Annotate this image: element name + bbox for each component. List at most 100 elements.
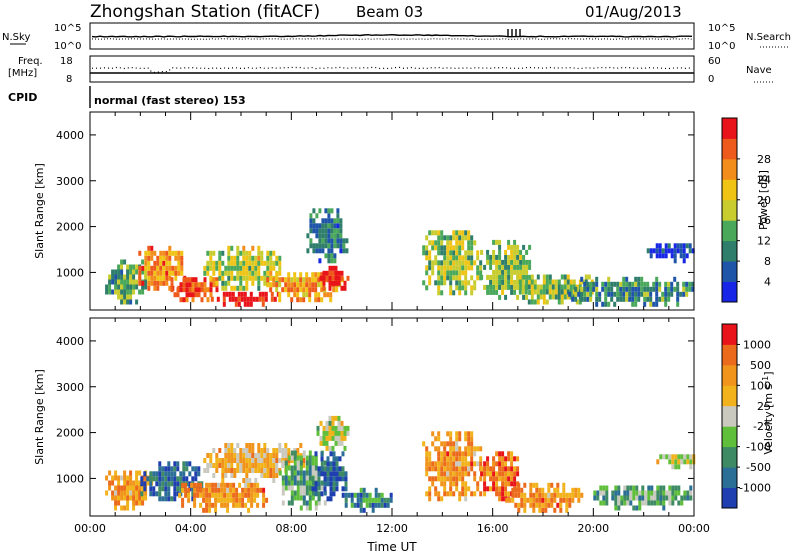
heatmap-cell [634,291,638,297]
heatmap-cell [308,450,312,456]
heatmap-cell [232,482,236,488]
heatmap-cell [114,470,118,476]
heatmap-cell [686,495,690,501]
heatmap-cell [566,284,570,290]
heatmap-cell [673,276,677,282]
heatmap-cell [631,296,635,302]
heatmap-cell [321,243,325,249]
heatmap-cell [524,284,528,290]
heatmap-cell [492,279,496,285]
cpid-label: CPID [8,91,37,104]
heatmap-cell [434,240,438,246]
heatmap-cell [510,254,514,260]
heatmap-cell [498,274,502,280]
heatmap-cell [634,286,638,292]
heatmap-cell [458,461,462,467]
heatmap-cell [440,250,444,256]
heatmap-cell [179,481,183,487]
heatmap-cell [489,254,493,260]
heatmap-cell [263,280,267,286]
heatmap-cell [144,260,148,266]
heatmap-cell [336,243,340,249]
heatmap-cell [644,490,648,496]
heatmap-cell [138,495,142,501]
heatmap-cell [205,502,209,508]
heatmap-cell [333,233,337,239]
heatmap-cell [209,292,213,298]
heatmap-cell [668,459,672,465]
colorbar-swatch [722,138,737,160]
heatmap-cell [431,230,435,236]
heatmap-cell [455,265,459,271]
heatmap-cell [325,270,329,276]
heatmap-cell [510,274,514,280]
heatmap-cell [150,270,154,276]
heatmap-cell [308,480,312,486]
heatmap-cell [336,208,340,214]
heatmap-cell [275,272,279,278]
heatmap-cell [339,248,343,254]
heatmap-cell [689,454,693,460]
heatmap-cell [328,435,332,441]
heatmap-cell [185,292,189,298]
heatmap-cell [492,239,496,245]
heatmap-cell [425,446,429,452]
heatmap-cell [248,260,252,266]
heatmap-cell [231,291,235,297]
heatmap-cell [247,487,251,493]
heatmap-cell [168,265,172,271]
heatmap-cell [126,490,130,496]
heatmap-cell [680,454,684,460]
heatmap-cell [224,270,228,276]
heatmap-cell [525,294,529,300]
heatmap-cell [464,250,468,256]
heatmap-cell [227,250,231,256]
heatmap-cell [467,240,471,246]
heatmap-cell [527,299,531,305]
heatmap-cell [479,260,483,266]
heatmap-cell [180,270,184,276]
heatmap-cell [443,461,447,467]
heatmap-cell [327,223,331,229]
heatmap-cell [239,453,243,458]
heatmap-cell [138,485,142,491]
heatmap-cell [191,282,195,288]
heatmap-cell [634,276,638,282]
heatmap-cell [644,500,648,506]
heatmap-cell [619,281,623,287]
heatmap-cell [293,287,297,293]
heatmap-cell [308,282,312,288]
heatmap-cell [545,299,549,305]
heatmap-cell [425,461,429,467]
heatmap-cell [437,270,441,276]
heatmap-cell [254,255,258,261]
heatmap-cell [164,466,168,472]
heatmap-cell [635,485,639,491]
heatmap-cell [522,254,526,260]
heatmap-cell [589,291,593,297]
heatmap-cell [437,451,441,457]
heatmap-cell [254,265,258,271]
heatmap-cell [232,497,236,503]
heatmap-cell [324,253,328,259]
nsky-series-line [91,33,693,38]
heatmap-cell [332,466,336,472]
heatmap-cell [266,473,270,478]
heatmap-cell [290,470,294,476]
heatmap-cell [187,492,191,498]
heatmap-cell [158,461,162,467]
heatmap-cell [138,280,142,286]
heatmap-cell [266,255,270,261]
heatmap-cell [311,490,315,496]
heatmap-cell [114,495,118,501]
heatmap-cell [507,264,511,270]
heatmap-cell [194,282,198,288]
heatmap-cell [661,296,665,302]
heatmap-cell [159,265,163,271]
heatmap-cell [185,277,189,283]
heatmap-cell [673,258,677,264]
heatmap-cell [434,446,438,452]
heatmap-cell [222,291,226,297]
heatmap-cell [316,425,320,431]
heatmap-cell [513,456,517,462]
